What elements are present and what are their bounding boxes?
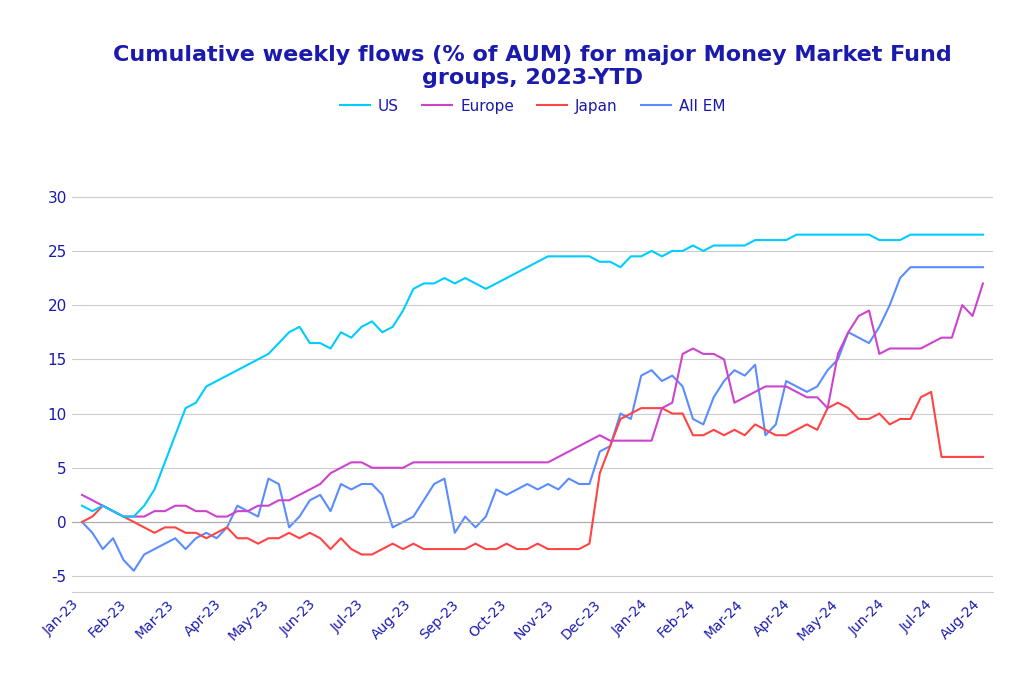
Europe — [614, 436, 627, 445]
Europe — [76, 491, 88, 499]
US — [614, 263, 627, 271]
US — [118, 512, 130, 521]
All EM — [904, 263, 916, 271]
US — [76, 502, 88, 510]
All EM — [531, 485, 544, 493]
Europe — [96, 502, 109, 510]
Europe — [345, 458, 357, 466]
All EM — [335, 480, 347, 488]
Japan — [355, 551, 368, 559]
Line: Europe: Europe — [82, 284, 983, 516]
Legend: US, Europe, Japan, All EM: US, Europe, Japan, All EM — [334, 93, 731, 120]
Line: All EM: All EM — [82, 267, 983, 571]
US — [977, 231, 989, 239]
US — [531, 258, 544, 266]
All EM — [345, 485, 357, 493]
All EM — [96, 545, 109, 553]
Japan — [76, 518, 88, 526]
All EM — [977, 263, 989, 271]
US — [345, 333, 357, 342]
US — [335, 328, 347, 337]
Europe — [531, 458, 544, 466]
Line: US: US — [82, 235, 983, 516]
All EM — [791, 382, 803, 390]
Japan — [925, 388, 937, 396]
US — [801, 231, 813, 239]
Line: Japan: Japan — [82, 392, 983, 555]
Europe — [925, 339, 937, 347]
Japan — [791, 426, 803, 434]
Japan — [96, 502, 109, 510]
Japan — [325, 545, 337, 553]
Japan — [531, 539, 544, 548]
US — [791, 231, 803, 239]
All EM — [614, 409, 627, 418]
Japan — [335, 534, 347, 542]
All EM — [76, 518, 88, 526]
Europe — [335, 464, 347, 472]
Europe — [118, 512, 130, 521]
Japan — [977, 453, 989, 461]
US — [96, 502, 109, 510]
Japan — [614, 415, 627, 423]
Europe — [977, 279, 989, 288]
Title: Cumulative weekly flows (% of AUM) for major Money Market Fund
groups, 2023-YTD: Cumulative weekly flows (% of AUM) for m… — [113, 45, 952, 88]
All EM — [128, 567, 140, 575]
